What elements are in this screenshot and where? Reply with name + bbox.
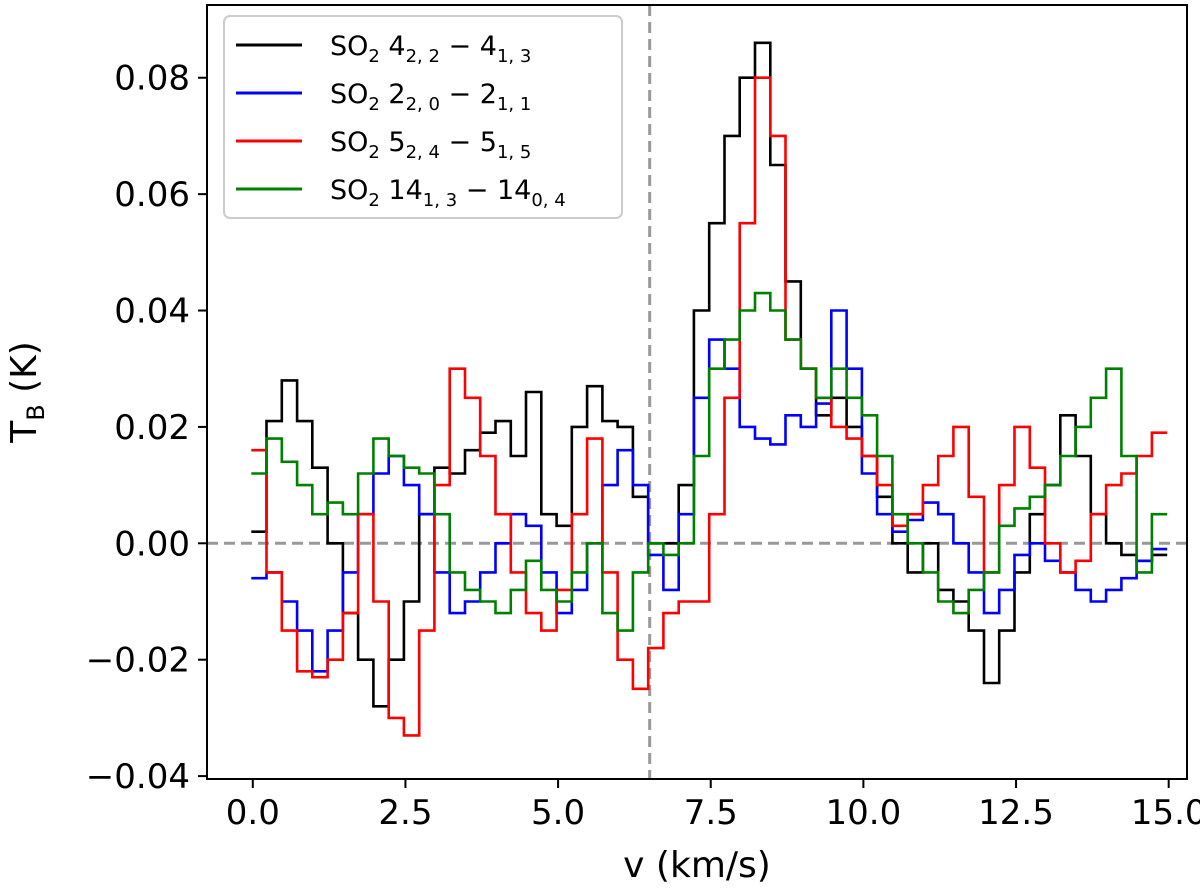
y-axis: −0.04 −0.02 0.00 0.02 0.04 0.06 0.08 — [86, 59, 207, 797]
series-group — [251, 41, 1168, 737]
x-tick-label: 2.5 — [378, 793, 432, 833]
y-axis-label-main: T — [4, 420, 45, 444]
legend: SO2 42, 2 − 41, 3 SO2 22, 0 − 21, 1 SO2 52… — [223, 15, 623, 219]
y-tick-label: 0.02 — [114, 408, 190, 448]
reference-lines — [207, 5, 1187, 779]
x-tick-label: 10.0 — [826, 793, 902, 833]
x-tick-label: 12.5 — [978, 793, 1054, 833]
x-tick-label: 7.5 — [684, 793, 738, 833]
x-axis-label: v (km/s) — [623, 845, 771, 886]
series-line-3 — [251, 291, 1168, 632]
legend-entry-label: SO2 52, 4 − 51, 5 — [330, 127, 531, 163]
series-line-2 — [251, 76, 1168, 737]
y-axis-label: TB (K) — [4, 341, 50, 444]
legend-entry-label: SO2 141, 3 − 140, 4 — [330, 175, 566, 211]
y-tick-label: 0.00 — [114, 524, 190, 564]
plot-frame — [206, 4, 1188, 780]
y-tick-label: 0.06 — [114, 175, 190, 215]
y-tick-label: 0.08 — [114, 59, 190, 99]
series-line-0 — [251, 41, 1168, 708]
x-tick-label: 5.0 — [531, 793, 585, 833]
legend-box — [223, 15, 623, 219]
x-axis: 0.0 2.5 5.0 7.5 10.0 12.5 15.0 — [226, 779, 1200, 833]
y-axis-label-sub: B — [22, 404, 50, 420]
y-tick-label: 0.04 — [114, 292, 190, 332]
legend-entry-label: SO2 42, 2 − 41, 3 — [330, 31, 531, 67]
y-tick-label: −0.02 — [86, 641, 190, 681]
legend-entry-label: SO2 22, 0 − 21, 1 — [330, 79, 531, 115]
y-tick-label: −0.04 — [86, 757, 190, 797]
y-axis-label-unit: (K) — [4, 341, 45, 404]
x-tick-label: 15.0 — [1131, 793, 1200, 833]
x-tick-label: 0.0 — [226, 793, 280, 833]
